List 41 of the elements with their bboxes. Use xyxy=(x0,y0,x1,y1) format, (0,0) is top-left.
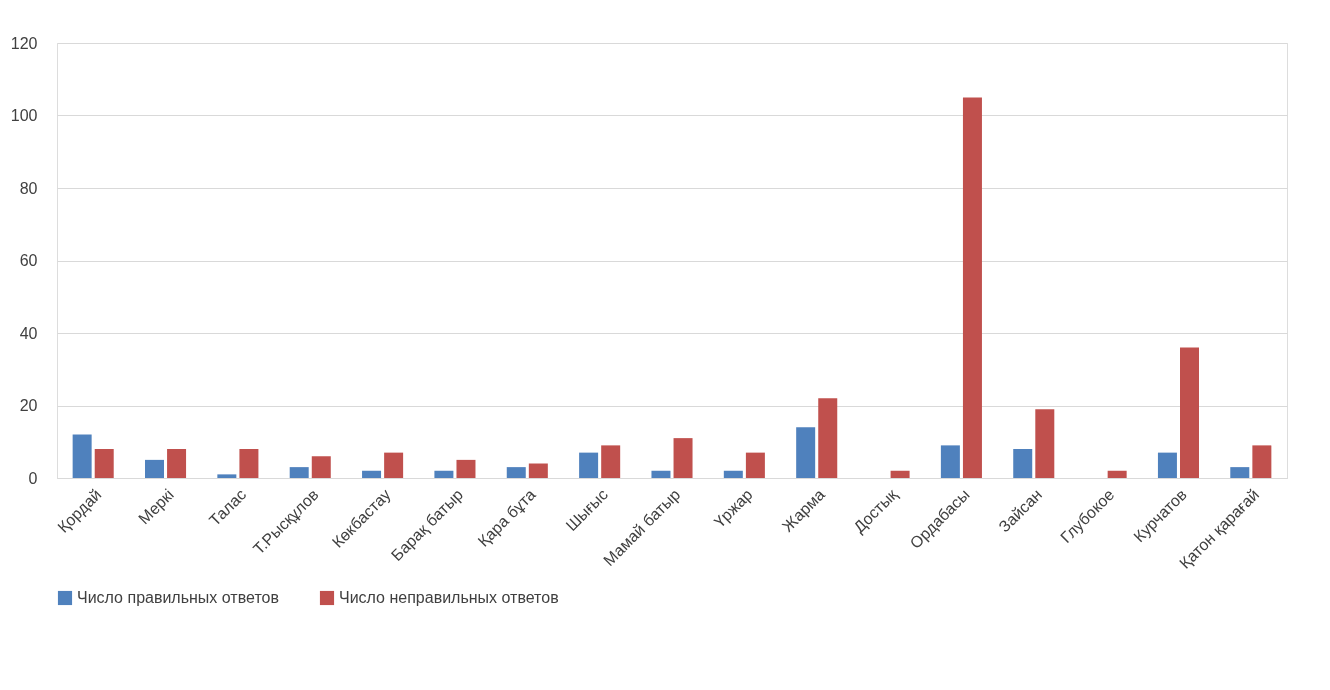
bar xyxy=(579,452,599,478)
bar xyxy=(1035,409,1055,478)
bar xyxy=(651,470,671,478)
bar xyxy=(1013,449,1033,478)
y-tick-label: 20 xyxy=(19,397,38,414)
y-tick-label: 40 xyxy=(19,324,38,342)
bar xyxy=(167,449,187,478)
bar xyxy=(1157,452,1177,478)
bar xyxy=(962,97,982,478)
bar xyxy=(217,474,237,478)
bar xyxy=(940,445,960,478)
y-tick-label: 120 xyxy=(10,34,38,52)
bar xyxy=(94,449,114,478)
bar xyxy=(434,470,454,478)
bar xyxy=(1252,445,1272,478)
legend-label: Число правильных ответов xyxy=(77,589,279,606)
bar xyxy=(1180,347,1200,478)
bar xyxy=(239,449,259,478)
y-tick-label: 0 xyxy=(28,469,38,487)
bar xyxy=(745,452,765,478)
legend-label: Число неправильных ответов xyxy=(339,589,559,606)
bar xyxy=(362,470,382,478)
bar xyxy=(456,459,476,478)
bar xyxy=(144,459,164,478)
bar xyxy=(384,452,404,478)
bar xyxy=(506,467,526,478)
bar xyxy=(601,445,621,478)
bar xyxy=(723,470,743,478)
y-tick-label: 80 xyxy=(19,179,38,197)
bar xyxy=(311,456,331,478)
bar xyxy=(72,434,92,478)
y-tick-label: 100 xyxy=(10,107,38,124)
bar xyxy=(1107,470,1127,478)
bar xyxy=(673,438,693,478)
bar xyxy=(796,427,816,478)
bar xyxy=(818,398,838,478)
y-tick-label: 60 xyxy=(19,252,38,269)
bar xyxy=(528,463,548,478)
bar xyxy=(289,467,309,478)
bar xyxy=(890,470,910,478)
bar xyxy=(1230,467,1250,478)
